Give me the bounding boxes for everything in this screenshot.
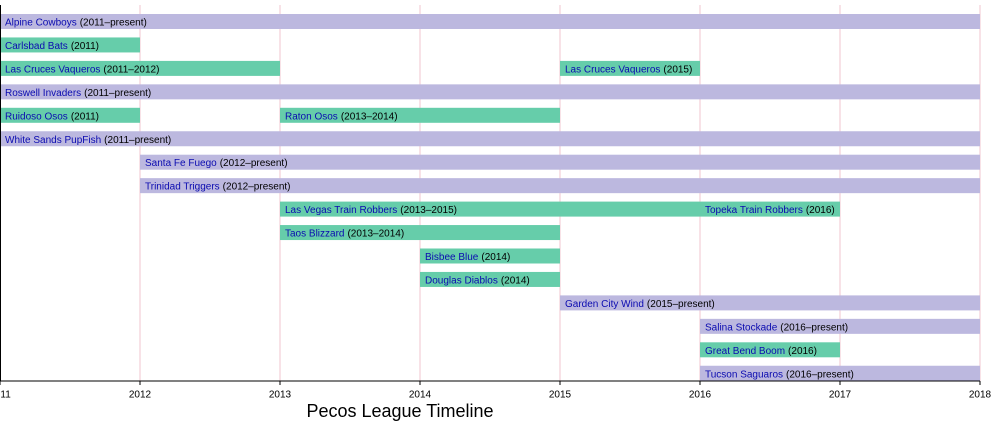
- bar: [700, 342, 840, 358]
- years: (2012–present): [220, 158, 288, 169]
- x-tick-label: 2018: [969, 390, 992, 401]
- bar: [280, 225, 560, 241]
- bar-label: Topeka Train Robbers (2016): [705, 205, 835, 216]
- bar: [420, 271, 560, 287]
- bar-label: Trinidad Triggers (2012–present): [145, 181, 291, 192]
- bar-label: Las Vegas Train Robbers (2013–2015): [285, 205, 457, 216]
- years: (2016–present): [780, 322, 848, 333]
- years: (2011): [71, 111, 99, 122]
- bar: [280, 201, 700, 217]
- years: (2014): [501, 275, 530, 286]
- x-tick-label: 2015: [549, 390, 572, 401]
- bar-label: Taos Blizzard (2013–2014): [285, 228, 404, 239]
- team-link[interactable]: Roswell Invaders: [5, 87, 81, 98]
- x-tick-label: 2016: [689, 390, 712, 401]
- bar: [280, 107, 560, 123]
- bar-label: Las Cruces Vaqueros (2011–2012): [5, 64, 159, 75]
- chart-title: Pecos League Timeline: [306, 401, 493, 421]
- years: (2013–2014): [347, 228, 404, 239]
- years: (2011–present): [84, 87, 151, 98]
- years: (2011–present): [104, 134, 171, 145]
- years: (2016–present): [786, 369, 854, 380]
- years: (2013–2014): [341, 111, 398, 122]
- bar: [140, 178, 980, 194]
- bar-label: Roswell Invaders (2011–present): [5, 87, 151, 98]
- team-link[interactable]: Carlsbad Bats: [5, 41, 68, 52]
- bar-label: Santa Fe Fuego (2012–present): [145, 158, 288, 169]
- bar: [700, 318, 980, 334]
- team-link[interactable]: Salina Stockade: [705, 322, 778, 333]
- bar-label: Tucson Saguaros (2016–present): [705, 369, 854, 380]
- bar-label: Las Cruces Vaqueros (2015): [565, 64, 692, 75]
- bar: [0, 131, 980, 147]
- bar-label: Great Bend Boom (2016): [705, 345, 817, 356]
- team-link[interactable]: Trinidad Triggers: [145, 181, 220, 192]
- years: (2013–2015): [400, 205, 457, 216]
- years: (2015): [663, 64, 692, 75]
- x-tick-label: 2013: [269, 390, 292, 401]
- bar-label: Douglas Diablos (2014): [425, 275, 530, 286]
- bar: [700, 201, 840, 217]
- team-link[interactable]: Tucson Saguaros: [705, 369, 783, 380]
- bar-label: Ruidoso Osos (2011): [5, 111, 99, 122]
- x-tick-label: 2017: [829, 390, 852, 401]
- bar-label: Raton Osos (2013–2014): [285, 111, 398, 122]
- team-link[interactable]: Las Cruces Vaqueros: [565, 64, 660, 75]
- x-tick-label: 2011: [0, 390, 11, 401]
- x-tick-label: 2012: [129, 390, 152, 401]
- team-link[interactable]: Great Bend Boom: [705, 345, 785, 356]
- team-link[interactable]: Ruidoso Osos: [5, 111, 68, 122]
- team-link[interactable]: Douglas Diablos: [425, 275, 498, 286]
- years: (2014): [481, 252, 510, 263]
- bar: [0, 84, 980, 100]
- bar-label: Carlsbad Bats (2011): [5, 41, 99, 52]
- bar: [560, 60, 700, 76]
- bar: [700, 365, 980, 381]
- team-link[interactable]: Raton Osos: [285, 111, 338, 122]
- team-link[interactable]: White Sands PupFish: [5, 134, 101, 145]
- bar-label: Alpine Cowboys (2011–present): [5, 17, 147, 28]
- team-link[interactable]: Garden City Wind: [565, 299, 644, 310]
- team-link[interactable]: Las Cruces Vaqueros: [5, 64, 100, 75]
- bar: [0, 60, 280, 76]
- bar-label: Garden City Wind (2015–present): [565, 299, 715, 310]
- team-link[interactable]: Topeka Train Robbers: [705, 205, 803, 216]
- bar: [140, 154, 980, 170]
- bar: [0, 107, 140, 123]
- bar-label: White Sands PupFish (2011–present): [5, 134, 171, 145]
- bar: [0, 14, 980, 29]
- bar-label: Bisbee Blue (2014): [425, 252, 510, 263]
- x-tick-label: 2014: [409, 390, 432, 401]
- bar: [0, 37, 140, 53]
- years: (2016): [788, 345, 817, 356]
- years: (2011–present): [80, 17, 147, 28]
- years: (2016): [806, 205, 835, 216]
- team-link[interactable]: Alpine Cowboys: [5, 17, 77, 28]
- years: (2011–2012): [103, 64, 159, 75]
- bar: [420, 248, 560, 264]
- years: (2011): [71, 41, 99, 52]
- bar-label: Salina Stockade (2016–present): [705, 322, 848, 333]
- team-link[interactable]: Bisbee Blue: [425, 252, 479, 263]
- years: (2015–present): [647, 299, 715, 310]
- team-link[interactable]: Las Vegas Train Robbers: [285, 205, 397, 216]
- team-link[interactable]: Santa Fe Fuego: [145, 158, 217, 169]
- team-link[interactable]: Taos Blizzard: [285, 228, 344, 239]
- years: (2012–present): [223, 181, 291, 192]
- bar: [560, 295, 980, 311]
